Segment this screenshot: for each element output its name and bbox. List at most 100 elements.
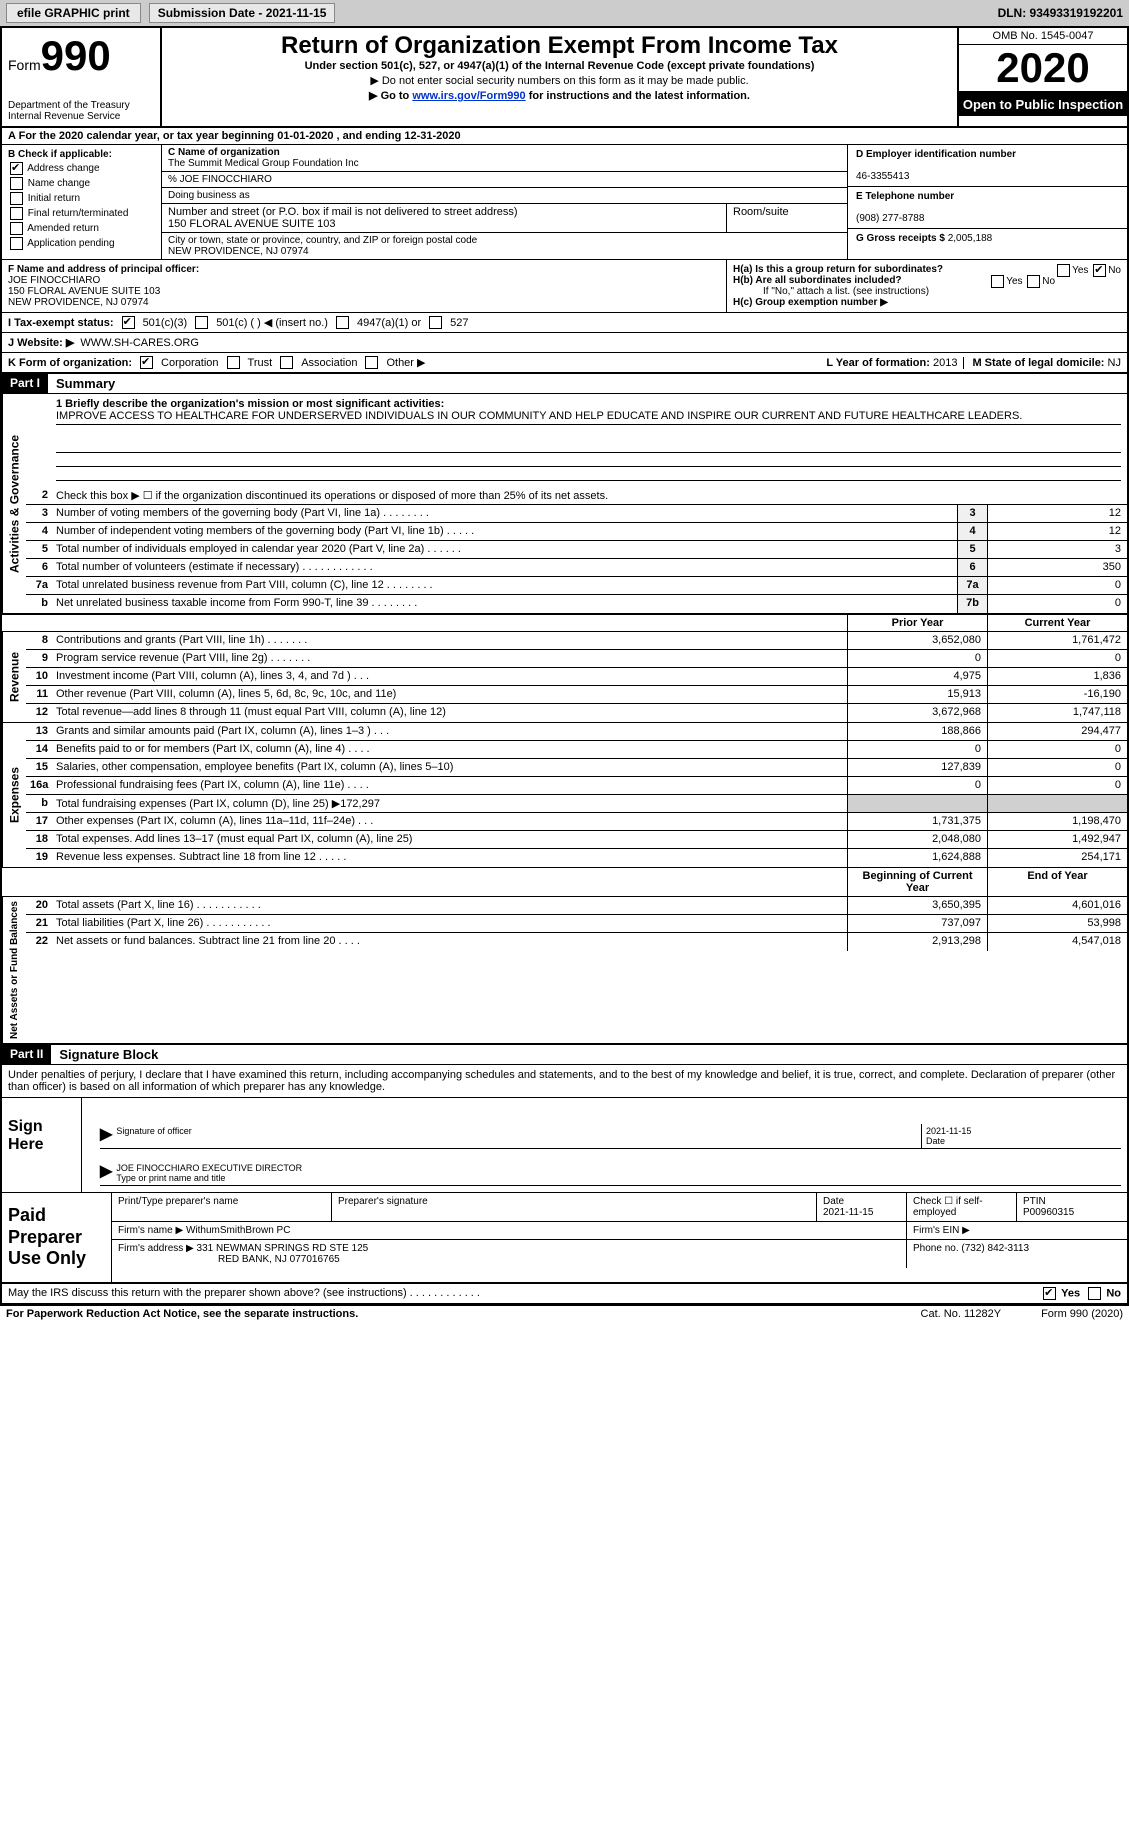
- form-title: Return of Organization Exempt From Incom…: [170, 32, 949, 60]
- col-de: D Employer identification number 46-3355…: [847, 145, 1127, 259]
- side-expenses: Expenses: [2, 723, 26, 867]
- row-klm: K Form of organization: Corporation Trus…: [2, 353, 1127, 374]
- summary-line: 18Total expenses. Add lines 13–17 (must …: [26, 831, 1127, 849]
- summary-line: 12Total revenue—add lines 8 through 11 (…: [26, 704, 1127, 722]
- summary-line: 22Net assets or fund balances. Subtract …: [26, 933, 1127, 951]
- row-i-status: I Tax-exempt status: 501(c)(3) 501(c) ( …: [2, 313, 1127, 333]
- summary-line: 15Salaries, other compensation, employee…: [26, 759, 1127, 777]
- summary-line: 8Contributions and grants (Part VIII, li…: [26, 632, 1127, 650]
- top-bar: efile GRAPHIC print Submission Date - 20…: [0, 0, 1129, 26]
- hb-yes[interactable]: [991, 275, 1004, 288]
- section-bcd: B Check if applicable: Address change Na…: [2, 145, 1127, 260]
- col-header-py-cy: Prior Year Current Year: [2, 615, 1127, 632]
- city-state-zip: NEW PROVIDENCE, NJ 07974: [168, 246, 309, 257]
- open-inspection: Open to Public Inspection: [959, 93, 1127, 116]
- chk-4947[interactable]: [336, 316, 349, 329]
- summary-line: 16aProfessional fundraising fees (Part I…: [26, 777, 1127, 795]
- summary-line: 20Total assets (Part X, line 16) . . . .…: [26, 897, 1127, 915]
- side-governance: Activities & Governance: [2, 394, 26, 613]
- chk-assoc[interactable]: [280, 356, 293, 369]
- paid-preparer: Paid Preparer Use Only Print/Type prepar…: [2, 1193, 1127, 1284]
- col-b-checkboxes: B Check if applicable: Address change Na…: [2, 145, 162, 259]
- summary-line: 14Benefits paid to or for members (Part …: [26, 741, 1127, 759]
- col-c-org: C Name of organization The Summit Medica…: [162, 145, 847, 259]
- summary-line: 19Revenue less expenses. Subtract line 1…: [26, 849, 1127, 867]
- summary-line: 3Number of voting members of the governi…: [26, 505, 1127, 523]
- chk-initial[interactable]: [10, 192, 23, 205]
- street-address: 150 FLORAL AVENUE SUITE 103: [168, 218, 336, 230]
- section-fh: F Name and address of principal officer:…: [2, 260, 1127, 313]
- mission-block: 1 Briefly describe the organization's mi…: [26, 394, 1127, 439]
- summary-line: 11Other revenue (Part VIII, column (A), …: [26, 686, 1127, 704]
- summary-revenue: Revenue 8Contributions and grants (Part …: [2, 632, 1127, 723]
- discuss-yes[interactable]: [1043, 1287, 1056, 1300]
- sig-declaration: Under penalties of perjury, I declare th…: [2, 1065, 1127, 1098]
- org-name: The Summit Medical Group Foundation Inc: [168, 158, 359, 169]
- chk-trust[interactable]: [227, 356, 240, 369]
- chk-final[interactable]: [10, 207, 23, 220]
- form-ref: Form 990 (2020): [1041, 1308, 1123, 1320]
- officer-name: JOE FINOCCHIARO EXECUTIVE DIRECTOR: [116, 1163, 302, 1173]
- form-word: Form: [8, 57, 41, 73]
- telephone: (908) 277-8788: [856, 213, 924, 224]
- chk-name-change[interactable]: [10, 177, 23, 190]
- form-subtitle: Under section 501(c), 527, or 4947(a)(1)…: [170, 60, 949, 72]
- col-header-begin-end: Beginning of Current Year End of Year: [2, 868, 1127, 897]
- tax-year: 2020: [959, 45, 1127, 93]
- page-footer: For Paperwork Reduction Act Notice, see …: [0, 1305, 1129, 1322]
- chk-other[interactable]: [365, 356, 378, 369]
- side-revenue: Revenue: [2, 632, 26, 722]
- summary-expenses: Expenses 13Grants and similar amounts pa…: [2, 723, 1127, 868]
- dept-treasury: Department of the Treasury Internal Reve…: [8, 100, 154, 122]
- discuss-row: May the IRS discuss this return with the…: [2, 1284, 1127, 1303]
- dln: DLN: 93493319192201: [998, 6, 1123, 20]
- form990-link[interactable]: www.irs.gov/Form990: [412, 90, 525, 102]
- summary-line: 10Investment income (Part VIII, column (…: [26, 668, 1127, 686]
- ha-no[interactable]: [1093, 264, 1106, 277]
- header-center: Return of Organization Exempt From Incom…: [162, 28, 957, 126]
- summary-line: bNet unrelated business taxable income f…: [26, 595, 1127, 613]
- ha-yes[interactable]: [1057, 264, 1070, 277]
- chk-corp[interactable]: [140, 356, 153, 369]
- efile-button[interactable]: efile GRAPHIC print: [6, 3, 141, 23]
- summary-governance: Activities & Governance 1 Briefly descri…: [2, 394, 1127, 615]
- summary-line: 5Total number of individuals employed in…: [26, 541, 1127, 559]
- col-h-group: H(a) Is this a group return for subordin…: [727, 260, 1127, 312]
- form-990: Form990 Department of the Treasury Inter…: [0, 26, 1129, 1305]
- note-ssn: ▶ Do not enter social security numbers o…: [170, 74, 949, 87]
- summary-line: 4Number of independent voting members of…: [26, 523, 1127, 541]
- note-link: ▶ Go to www.irs.gov/Form990 for instruct…: [170, 89, 949, 102]
- chk-501c3[interactable]: [122, 316, 135, 329]
- chk-amended[interactable]: [10, 222, 23, 235]
- mission-text: IMPROVE ACCESS TO HEALTHCARE FOR UNDERSE…: [56, 410, 1121, 425]
- form-number: 990: [41, 32, 111, 79]
- chk-address-change[interactable]: [10, 162, 23, 175]
- summary-line: 21Total liabilities (Part X, line 26) . …: [26, 915, 1127, 933]
- chk-501c[interactable]: [195, 316, 208, 329]
- part1-header: Part I Summary: [2, 374, 1127, 394]
- firm-name: WithumSmithBrown PC: [186, 1225, 290, 1236]
- summary-line: 2Check this box ▶ ☐ if the organization …: [26, 487, 1127, 505]
- chk-527[interactable]: [429, 316, 442, 329]
- submission-date: Submission Date - 2021-11-15: [149, 3, 336, 23]
- summary-line: 13Grants and similar amounts paid (Part …: [26, 723, 1127, 741]
- chk-application[interactable]: [10, 237, 23, 250]
- header-right: OMB No. 1545-0047 2020 Open to Public In…: [957, 28, 1127, 126]
- row-j-website: J Website: ▶ WWW.SH-CARES.ORG: [2, 333, 1127, 353]
- summary-line: 17Other expenses (Part IX, column (A), l…: [26, 813, 1127, 831]
- row-a-period: A For the 2020 calendar year, or tax yea…: [2, 128, 1127, 145]
- form-header: Form990 Department of the Treasury Inter…: [2, 28, 1127, 128]
- col-f-officer: F Name and address of principal officer:…: [2, 260, 727, 312]
- sign-here: Sign Here ▶ Signature of officer 2021-11…: [2, 1098, 1127, 1193]
- discuss-no[interactable]: [1088, 1287, 1101, 1300]
- gross-receipts: 2,005,188: [948, 233, 993, 244]
- summary-line: bTotal fundraising expenses (Part IX, co…: [26, 795, 1127, 813]
- summary-netassets: Net Assets or Fund Balances 20Total asse…: [2, 897, 1127, 1045]
- ein: 46-3355413: [856, 171, 909, 182]
- hb-no[interactable]: [1027, 275, 1040, 288]
- part2-header: Part II Signature Block: [2, 1045, 1127, 1065]
- header-left: Form990 Department of the Treasury Inter…: [2, 28, 162, 126]
- summary-line: 6Total number of volunteers (estimate if…: [26, 559, 1127, 577]
- website: WWW.SH-CARES.ORG: [80, 337, 199, 349]
- side-netassets: Net Assets or Fund Balances: [2, 897, 26, 1043]
